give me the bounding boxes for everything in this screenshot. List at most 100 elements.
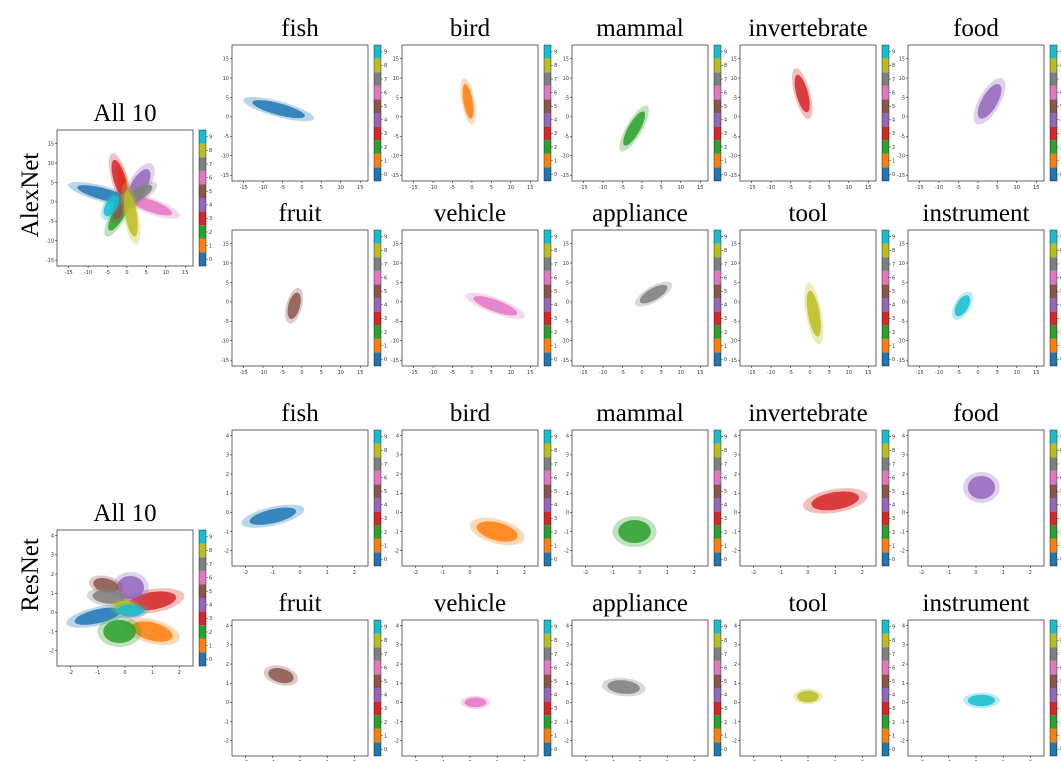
x-tick-label: -2 bbox=[583, 570, 588, 576]
colorbar-tick-label: 9 bbox=[384, 625, 387, 631]
y-tick-label: -2 bbox=[224, 548, 229, 554]
colorbar-tick-label: 3 bbox=[384, 706, 387, 712]
colorbar-segment bbox=[1050, 230, 1057, 244]
plot-area bbox=[231, 429, 369, 567]
y-tick-label: 0 bbox=[734, 115, 737, 121]
y-tick-label: 1 bbox=[396, 491, 399, 497]
colorbar-segment bbox=[374, 230, 381, 244]
x-tick-label: -10 bbox=[429, 370, 437, 376]
y-tick-label: -1 bbox=[900, 529, 905, 535]
y-tick-label: -15 bbox=[391, 358, 399, 364]
x-tick-label: 10 bbox=[678, 185, 684, 191]
x-tick-label: 0 bbox=[976, 370, 979, 376]
y-tick-label: -5 bbox=[900, 134, 905, 140]
point-cloud bbox=[92, 590, 125, 604]
y-tick-label: 0 bbox=[734, 510, 737, 516]
colorbar-segment bbox=[714, 484, 721, 498]
colorbar-segment bbox=[374, 257, 381, 271]
colorbar-segment bbox=[544, 298, 551, 312]
colorbar-segment bbox=[1050, 298, 1057, 312]
colorbar-tick-label: 3 bbox=[892, 516, 895, 522]
colorbar-tick-label: 9 bbox=[892, 435, 895, 441]
y-tick-label: -1 bbox=[900, 719, 905, 725]
x-tick-label: 1 bbox=[1002, 570, 1005, 576]
colorbar-segment bbox=[882, 257, 889, 271]
x-tick-label: 5 bbox=[490, 185, 493, 191]
colorbar-segment bbox=[882, 338, 889, 353]
colorbar-segment bbox=[882, 674, 889, 688]
colorbar-segment bbox=[544, 647, 551, 661]
y-tick-label: 1 bbox=[902, 491, 905, 497]
colorbar-tick-label: 8 bbox=[892, 448, 895, 454]
y-tick-label: 5 bbox=[734, 95, 737, 101]
x-tick-label: 5 bbox=[996, 370, 999, 376]
plot-area bbox=[401, 229, 539, 367]
point-cloud bbox=[623, 111, 646, 146]
y-tick-label: 0 bbox=[226, 510, 229, 516]
colorbar-segment bbox=[882, 126, 889, 141]
x-tick-label: 5 bbox=[320, 185, 323, 191]
y-tick-label: 15 bbox=[223, 56, 229, 62]
x-tick-label: -2 bbox=[68, 670, 73, 676]
colorbar-segment bbox=[374, 58, 381, 73]
colorbar-frame bbox=[1049, 619, 1058, 757]
colorbar-tick-label: 0 bbox=[384, 172, 387, 178]
model-label: ResNet bbox=[17, 538, 44, 612]
colorbar-tick-label: 1 bbox=[724, 543, 727, 549]
colorbar-tick-label: 2 bbox=[554, 330, 557, 336]
y-tick-label: 0 bbox=[734, 700, 737, 706]
y-tick-label: 5 bbox=[396, 280, 399, 286]
panel-title: All 10 bbox=[93, 500, 156, 527]
colorbar-segment bbox=[199, 530, 206, 544]
colorbar-segment bbox=[374, 538, 381, 553]
colorbar-segment bbox=[714, 311, 721, 326]
y-tick-label: -5 bbox=[224, 134, 229, 140]
y-tick-label: 15 bbox=[899, 56, 905, 62]
y-tick-label: 5 bbox=[566, 95, 569, 101]
x-tick-label: 10 bbox=[508, 370, 514, 376]
colorbar-tick-label: 7 bbox=[384, 462, 387, 468]
y-tick-label: 10 bbox=[563, 76, 569, 82]
panel-title: tool bbox=[789, 200, 828, 227]
colorbar-segment bbox=[882, 715, 889, 729]
y-tick-label: 3 bbox=[226, 453, 229, 459]
colorbar-segment bbox=[714, 674, 721, 688]
colorbar-segment bbox=[1050, 58, 1057, 73]
colorbar-segment bbox=[544, 715, 551, 729]
colorbar-segment bbox=[544, 153, 551, 168]
colorbar-tick-label: 6 bbox=[554, 275, 557, 281]
colorbar-segment bbox=[199, 557, 206, 571]
x-tick-label: -1 bbox=[610, 570, 615, 576]
colorbar-tick-label: 7 bbox=[554, 77, 557, 83]
x-tick-label: 10 bbox=[508, 185, 514, 191]
colorbar-segment bbox=[544, 126, 551, 141]
y-tick-label: -5 bbox=[732, 134, 737, 140]
colorbar-segment bbox=[882, 85, 889, 100]
colorbar-segment bbox=[199, 143, 206, 158]
colorbar-segment bbox=[1050, 338, 1057, 353]
point-cloud bbox=[123, 190, 138, 237]
y-tick-label: 0 bbox=[226, 700, 229, 706]
x-tick-label: 10 bbox=[338, 370, 344, 376]
colorbar-frame bbox=[543, 44, 552, 182]
y-tick-label: 4 bbox=[734, 624, 737, 630]
colorbar-segment bbox=[544, 113, 551, 127]
y-tick-label: 15 bbox=[223, 241, 229, 247]
x-tick-label: 0 bbox=[470, 370, 473, 376]
x-tick-label: -5 bbox=[956, 370, 961, 376]
panel-title: fish bbox=[281, 400, 319, 427]
colorbar-segment bbox=[544, 552, 551, 566]
y-tick-label: 5 bbox=[226, 280, 229, 286]
plot-area bbox=[571, 229, 709, 367]
y-tick-label: 0 bbox=[226, 115, 229, 121]
colorbar-segment bbox=[199, 211, 206, 226]
plot-area bbox=[401, 619, 539, 757]
panel-title: instrument bbox=[923, 200, 1030, 227]
x-tick-label: 2 bbox=[1029, 570, 1032, 576]
colorbar-tick-label: 6 bbox=[724, 665, 727, 671]
colorbar-tick-label: 0 bbox=[554, 357, 557, 363]
colorbar-tick-label: 0 bbox=[724, 172, 727, 178]
y-tick-label: 3 bbox=[226, 643, 229, 649]
colorbar-segment bbox=[544, 443, 551, 458]
colorbar-segment bbox=[882, 688, 889, 702]
